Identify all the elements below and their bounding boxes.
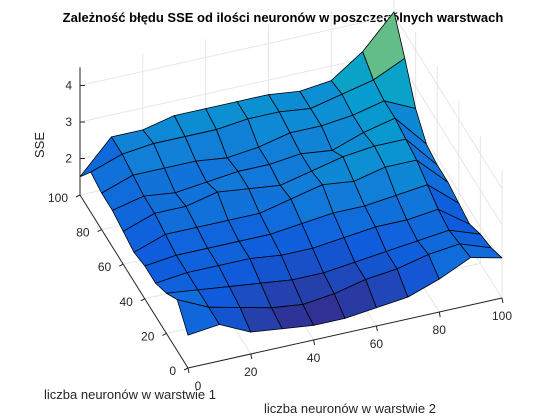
chart-title: Zależność błędu SSE od ilości neuronów w… xyxy=(63,10,504,25)
y-tick-label: 100 xyxy=(492,309,512,323)
z-tick-label: 4 xyxy=(65,79,72,93)
y-tick-label: 60 xyxy=(370,337,384,351)
x-tick-mark xyxy=(97,229,102,233)
y-tick-mark xyxy=(187,367,190,374)
z-tick-label: 2 xyxy=(65,152,72,166)
x-tick-mark xyxy=(140,298,146,302)
axes-lines xyxy=(75,67,504,374)
x-tick-mark xyxy=(162,332,167,336)
y-axis-line xyxy=(187,297,503,369)
x-axis-line xyxy=(79,194,189,369)
x-tick-label: 20 xyxy=(141,329,155,343)
surface-mesh xyxy=(79,11,503,336)
y-tick-mark xyxy=(313,339,316,346)
y-axis-label: liczba neuronów w warstwie 2 xyxy=(264,401,436,416)
x-tick-mark xyxy=(75,194,81,198)
tick-labels: 0 20 40 60 80 100 0 20 40 60 80 100 2 3 4 xyxy=(48,79,512,394)
x-tick-label: 0 xyxy=(169,364,176,378)
x-tick-label: 80 xyxy=(76,226,90,240)
x-tick-label: 100 xyxy=(48,191,68,205)
y-tick-label: 40 xyxy=(307,351,321,365)
y-tick-mark xyxy=(375,325,378,332)
surface-patch xyxy=(176,299,220,336)
y-tick-mark xyxy=(250,353,253,360)
z-axis-label: SSE xyxy=(32,132,47,158)
x-axis-label: liczba neuronów w warstwie 1 xyxy=(44,387,216,402)
z-tick-label: 3 xyxy=(65,115,72,129)
y-tick-mark xyxy=(438,311,441,318)
x-tick-label: 60 xyxy=(98,260,112,274)
y-tick-mark xyxy=(501,297,504,304)
x-tick-label: 40 xyxy=(119,295,133,309)
x-tick-mark xyxy=(118,263,124,267)
y-tick-label: 20 xyxy=(244,365,258,379)
y-tick-label: 80 xyxy=(433,323,447,337)
x-tick-mark xyxy=(183,367,189,371)
y-tick-label: 0 xyxy=(195,379,202,393)
